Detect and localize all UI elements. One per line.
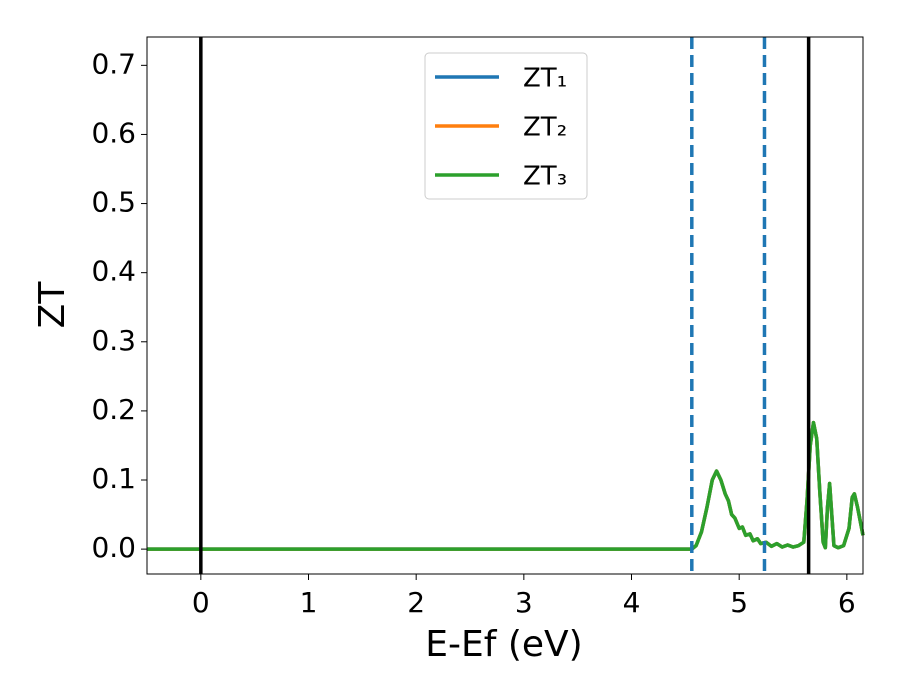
x-tick-label: 4 [623,586,641,619]
y-tick-label: 0.5 [91,186,136,219]
y-tick-label: 0.2 [91,393,136,426]
legend-box [424,52,588,200]
x-tick-label: 5 [730,586,748,619]
series-line [147,420,865,551]
y-tick-label: 0.1 [91,462,136,495]
x-tick-label: 6 [838,586,856,619]
series-line [147,420,865,551]
x-axis-label: E-Ef (eV) [425,624,582,665]
x-tick-label: 2 [407,586,425,619]
x-tick-label: 1 [300,586,318,619]
x-tick-label: 0 [192,586,210,619]
y-tick-label: 0.4 [91,255,136,288]
y-axis-label: ZT [32,281,73,329]
y-tick-label: 0.3 [91,324,136,357]
y-tick-label: 0.0 [91,531,136,564]
legend-label: ZT₁ [523,64,567,94]
legend-label: ZT₂ [523,113,567,143]
series-line [147,420,865,551]
x-tick-label: 3 [515,586,533,619]
y-tick-label: 0.6 [91,116,136,149]
plot-frame [146,36,864,575]
y-tick-label: 0.7 [91,47,136,80]
legend-label: ZT₃ [523,162,567,192]
